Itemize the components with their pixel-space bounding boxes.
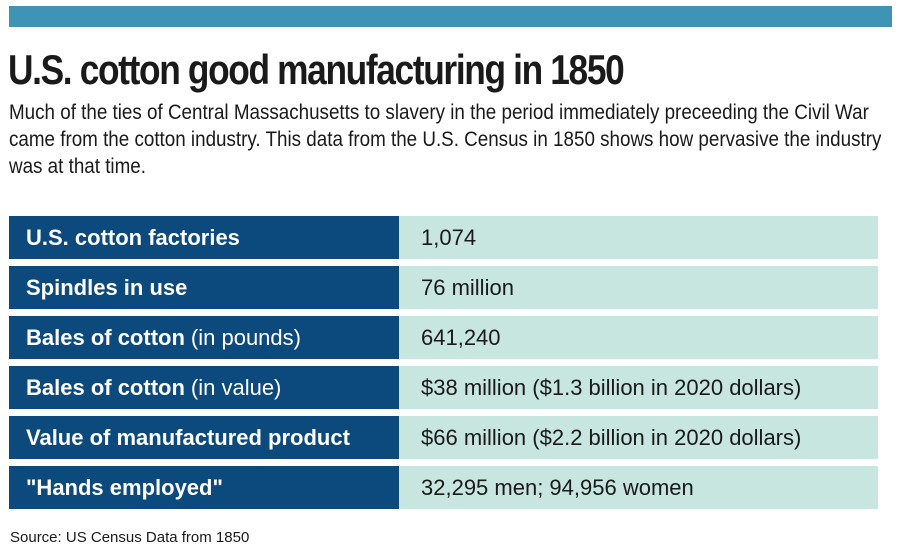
- row-value: $38 million ($1.3 billion in 2020 dollar…: [399, 366, 878, 409]
- row-label-main: Spindles in use: [26, 274, 188, 300]
- row-label: Spindles in use: [9, 266, 399, 309]
- row-value: $66 million ($2.2 billion in 2020 dollar…: [399, 416, 878, 459]
- row-label-main: Value of manufactured product: [26, 424, 350, 450]
- row-label-main: Bales of cotton: [26, 324, 185, 350]
- row-value: 641,240: [399, 316, 878, 359]
- top-accent-bar: [9, 6, 892, 27]
- row-label-qualifier: (in value): [190, 374, 282, 400]
- data-table: U.S. cotton factories 1,074 Spindles in …: [9, 216, 878, 516]
- table-row-bales-value: Bales of cotton (in value) $38 million (…: [9, 366, 878, 409]
- row-label-main: U.S. cotton factories: [26, 224, 240, 250]
- row-label-main: Bales of cotton: [26, 374, 185, 400]
- row-value: 32,295 men; 94,956 women: [399, 466, 878, 509]
- table-row-hands-employed: "Hands employed" 32,295 men; 94,956 wome…: [9, 466, 878, 509]
- intro-text: Much of the ties of Central Massachusett…: [9, 100, 882, 178]
- row-label-main: "Hands employed": [26, 474, 223, 500]
- row-label: Bales of cotton (in value): [9, 366, 399, 409]
- row-label: U.S. cotton factories: [9, 216, 399, 259]
- row-value: 1,074: [399, 216, 878, 259]
- row-label-qualifier: (in pounds): [190, 324, 301, 350]
- table-row-spindles: Spindles in use 76 million: [9, 266, 878, 309]
- table-row-factories: U.S. cotton factories 1,074: [9, 216, 878, 259]
- row-label: Value of manufactured product: [9, 416, 399, 459]
- row-label: Bales of cotton (in pounds): [9, 316, 399, 359]
- row-label: "Hands employed": [9, 466, 399, 509]
- page-title: U.S. cotton good manufacturing in 1850: [8, 46, 625, 93]
- table-row-manufactured-value: Value of manufactured product $66 millio…: [9, 416, 878, 459]
- row-value: 76 million: [399, 266, 878, 309]
- table-row-bales-pounds: Bales of cotton (in pounds) 641,240: [9, 316, 878, 359]
- source-note: Source: US Census Data from 1850: [10, 529, 250, 546]
